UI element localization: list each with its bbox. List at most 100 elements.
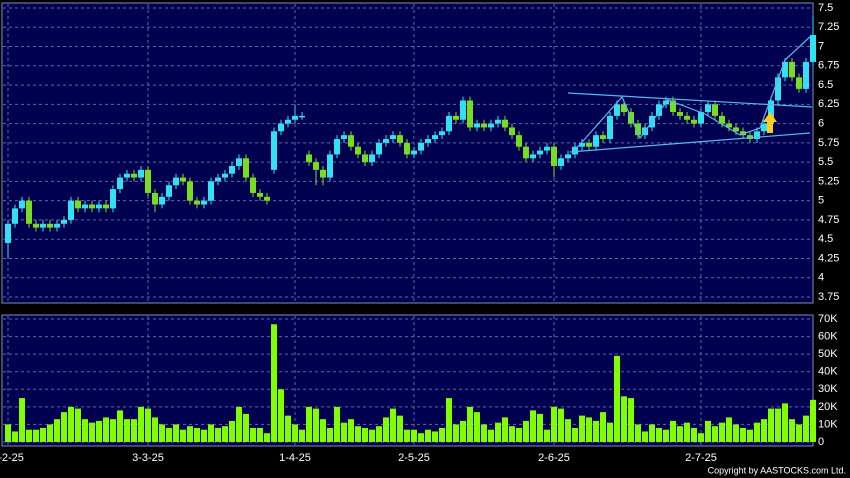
- volume-bar: [201, 429, 207, 442]
- volume-bar: [180, 429, 186, 442]
- x-tick-label: 3-2-25: [0, 452, 24, 464]
- candle-body: [243, 158, 249, 178]
- candle-body: [747, 135, 753, 140]
- x-tick-label: 3-3-25: [132, 452, 164, 464]
- candle-body: [733, 127, 739, 132]
- grid: [3, 4, 812, 445]
- candle-body: [439, 131, 445, 136]
- volume-bar: [502, 417, 508, 442]
- volume-bar: [54, 419, 60, 442]
- candle-body: [159, 196, 165, 205]
- volume-bar: [82, 419, 88, 442]
- volume-bar: [628, 398, 634, 442]
- volume-bar: [705, 420, 711, 442]
- candle-body: [684, 115, 690, 120]
- candle-body: [670, 100, 676, 113]
- candle-body: [320, 169, 326, 178]
- candle-body: [12, 208, 18, 224]
- volume-bar: [754, 422, 760, 442]
- candle-body: [516, 135, 522, 147]
- y-tick-label: 4.25: [818, 252, 839, 264]
- candle-body: [796, 77, 802, 89]
- candle-body: [236, 158, 242, 166]
- volume-bar: [453, 424, 459, 442]
- candle-body: [348, 135, 354, 147]
- candle-body: [467, 100, 473, 128]
- volume-bar: [796, 424, 802, 442]
- candle-body: [110, 189, 116, 209]
- candle-body: [782, 61, 788, 78]
- volume-bar: [341, 422, 347, 442]
- candle-body: [712, 104, 718, 116]
- candle-body: [215, 177, 221, 182]
- y-tick-label: 5: [818, 195, 824, 207]
- candle-body: [376, 142, 382, 155]
- candle-body: [691, 119, 697, 124]
- candle-body: [523, 146, 529, 159]
- volume-bar: [264, 433, 270, 442]
- candle-body: [152, 192, 158, 205]
- candle-body: [432, 135, 438, 140]
- volume-bar: [383, 417, 389, 442]
- x-tick-label: 2-5-25: [398, 452, 430, 464]
- volume-bar: [593, 420, 599, 442]
- candle-body: [460, 100, 466, 120]
- candle-body: [19, 200, 25, 209]
- candle-body: [173, 177, 179, 186]
- candle-body: [208, 181, 214, 201]
- candle-body: [656, 104, 662, 116]
- x-tick-label: 1-4-25: [279, 452, 311, 464]
- volume-bar: [89, 422, 95, 442]
- y-tick-label: 30K: [818, 383, 838, 395]
- volume-bar: [411, 429, 417, 442]
- volume-bar: [733, 424, 739, 442]
- volume-bar: [614, 355, 620, 442]
- volume-bar: [649, 424, 655, 442]
- volume-bar: [320, 419, 326, 442]
- volume-bar: [5, 424, 11, 442]
- candle-body: [726, 123, 732, 128]
- volume-bar: [467, 406, 473, 442]
- volume-bar: [306, 406, 312, 442]
- volume-bar: [558, 408, 564, 442]
- candle-body: [201, 200, 207, 205]
- candle-body: [341, 135, 347, 140]
- volume-bar: [278, 389, 284, 442]
- candle-body: [75, 200, 81, 209]
- y-tick-label: 50K: [818, 348, 838, 360]
- volume-bar: [271, 324, 277, 442]
- candle-body: [565, 154, 571, 159]
- y-tick-label: 6.5: [818, 79, 833, 91]
- candle-body: [369, 154, 375, 163]
- candle-body: [145, 169, 151, 193]
- volume-bar: [565, 419, 571, 442]
- volume-bar: [187, 426, 193, 442]
- trend-line: [569, 132, 811, 153]
- trend-line: [567, 92, 813, 108]
- x-tick-label: 2-7-25: [685, 452, 717, 464]
- volume-bar: [432, 431, 438, 442]
- candle-body: [124, 173, 130, 178]
- arrow: [763, 112, 777, 133]
- y-tick-label: 6.25: [818, 98, 839, 110]
- volume-bar: [390, 408, 396, 442]
- candle-body: [264, 196, 270, 201]
- volume-bar: [222, 426, 228, 442]
- volume-bar: [376, 426, 382, 442]
- y-tick-label: 4: [818, 272, 824, 284]
- candle-body: [719, 115, 725, 124]
- volume-bar: [684, 422, 690, 442]
- candle-body: [187, 181, 193, 201]
- candle-body: [194, 200, 200, 205]
- y-tick-label: 6.75: [818, 60, 839, 72]
- volume-bar: [537, 413, 543, 442]
- volume-bar: [740, 427, 746, 442]
- volume-bar: [96, 420, 102, 442]
- candle-body: [96, 204, 102, 209]
- volume-bar: [33, 429, 39, 442]
- candle-body: [425, 139, 431, 143]
- volume-bar: [439, 427, 445, 442]
- y-tick-label: 5.5: [818, 156, 833, 168]
- candle-body: [299, 115, 305, 118]
- volume-bar: [579, 415, 585, 442]
